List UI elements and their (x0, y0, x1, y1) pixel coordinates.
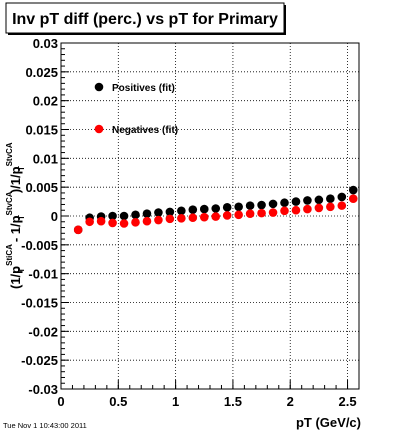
data-point-negatives (199, 212, 209, 222)
y-tick-label: 0.025 (25, 65, 58, 80)
data-point-negatives (291, 205, 301, 215)
data-point-negatives (303, 204, 312, 214)
data-point-positives (222, 203, 232, 212)
data-point-negatives (234, 210, 243, 220)
data-point-negatives (165, 214, 175, 224)
data-point-negatives (348, 194, 358, 203)
data-point-negatives (73, 225, 83, 235)
y-tick-label: 0.015 (25, 123, 58, 138)
y-tick-label: -0.03 (28, 382, 58, 397)
y-tick-label: 0.02 (33, 94, 58, 109)
data-point-positives (119, 211, 129, 221)
data-point-positives (337, 192, 347, 202)
data-point-negatives (326, 202, 335, 212)
y-tick-label: -0.01 (28, 267, 58, 282)
data-point-negatives (119, 219, 129, 228)
y-tick-label: 0.03 (33, 36, 58, 51)
x-tick-label: 2.5 (338, 394, 356, 409)
data-point-positives (234, 202, 243, 212)
data-point-negatives (142, 216, 152, 226)
data-point-negatives (154, 215, 163, 225)
data-point-positives (245, 201, 255, 210)
data-point-positives (314, 195, 324, 205)
y-tick-label: 0.01 (33, 151, 58, 166)
data-point-negatives (257, 208, 266, 218)
data-point-positives (348, 185, 358, 195)
data-point-positives (280, 198, 289, 208)
legend-label-negatives: Negatives (fit) (112, 125, 178, 136)
x-tick-label: 1.5 (224, 394, 242, 409)
data-point-negatives (337, 201, 347, 210)
data-point-negatives (211, 212, 221, 221)
data-point-negatives (85, 217, 94, 227)
legend: Positives (fit) Negatives (fit) (94, 82, 178, 136)
data-point-positives (211, 204, 221, 213)
x-tick-label: 2 (287, 394, 294, 409)
data-point-negatives (314, 203, 324, 213)
data-point-negatives (245, 209, 255, 218)
y-tick-label: -0.005 (21, 238, 58, 253)
y-tick-label: -0.015 (21, 296, 58, 311)
timestamp: Tue Nov 1 10:43:00 2011 (3, 421, 87, 430)
y-tick-label: 0 (51, 209, 58, 224)
data-point-positives (257, 200, 266, 210)
data-point-negatives (280, 206, 289, 216)
data-point-negatives (188, 213, 198, 223)
data-point-negatives (268, 208, 278, 217)
x-tick-label: 0 (57, 394, 64, 409)
y-axis-label: (1/pStiCAT - 1/pStvCAT)/1/pStvCAT (5, 142, 26, 289)
data-point-positives (108, 211, 117, 221)
data-point-positives (165, 207, 175, 217)
x-tick-label: 1 (172, 394, 179, 409)
data-point-positives (154, 208, 163, 217)
data-point-positives (177, 206, 186, 216)
data-point-negatives (108, 218, 117, 228)
y-tick-label: 0.005 (25, 180, 58, 195)
data-point-negatives (96, 216, 106, 226)
data-point-negatives (131, 218, 140, 227)
y-tick-label: -0.025 (21, 353, 58, 368)
data-point-positives (303, 196, 312, 205)
title-box (5, 2, 285, 34)
data-point-positives (188, 205, 198, 214)
data-point-positives (199, 204, 209, 214)
y-tick-label: -0.02 (28, 324, 58, 339)
data-point-positives (142, 209, 152, 218)
legend-label-positives: Positives (fit) (112, 83, 175, 94)
x-tick-label: 0.5 (109, 394, 127, 409)
legend-marker-positives (94, 82, 104, 92)
x-axis-label: pT (GeV/c) (296, 415, 361, 430)
data-point-positives (131, 210, 140, 220)
legend-marker-negatives (94, 124, 104, 134)
data-point-positives (268, 199, 278, 209)
data-point-positives (291, 197, 301, 206)
chart-title: Inv pT diff (perc.) vs pT for Primary (12, 11, 278, 28)
data-point-negatives (222, 211, 232, 220)
data-point-positives (326, 194, 335, 203)
data-point-negatives (177, 214, 186, 223)
